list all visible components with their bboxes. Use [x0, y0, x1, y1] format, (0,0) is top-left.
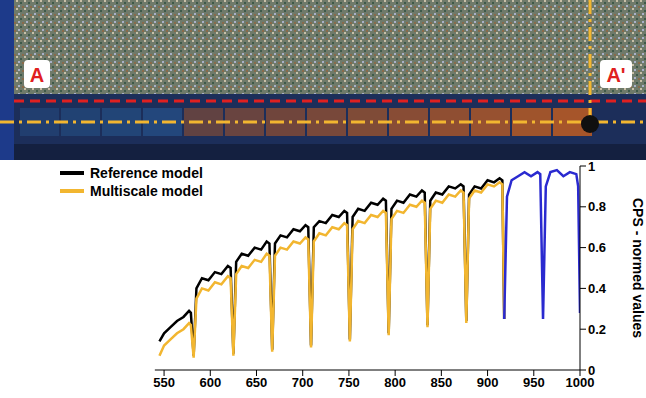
- svg-text:600: 600: [199, 375, 221, 390]
- svg-text:0.2: 0.2: [588, 322, 606, 337]
- svg-text:A': A': [606, 64, 625, 86]
- svg-text:CPS - normed values: CPS - normed values: [630, 198, 646, 338]
- svg-text:900: 900: [477, 375, 499, 390]
- svg-text:700: 700: [292, 375, 314, 390]
- svg-text:A: A: [30, 64, 44, 86]
- html-text:Reference model: Reference model: [90, 165, 203, 181]
- svg-text:1000: 1000: [565, 375, 595, 391]
- svg-text:0: 0: [588, 363, 595, 378]
- svg-text:800: 800: [384, 375, 406, 390]
- svg-text:750: 750: [338, 375, 360, 390]
- svg-text:0.4: 0.4: [588, 281, 607, 296]
- html-text:Multiscale model: Multiscale model: [90, 183, 203, 199]
- svg-text:1: 1: [588, 160, 595, 174]
- svg-text:550: 550: [153, 375, 175, 390]
- svg-text:0.6: 0.6: [588, 240, 606, 255]
- svg-text:650: 650: [246, 375, 268, 390]
- svg-text:950: 950: [523, 375, 545, 390]
- svg-text:0.8: 0.8: [588, 199, 606, 214]
- svg-text:850: 850: [431, 375, 453, 390]
